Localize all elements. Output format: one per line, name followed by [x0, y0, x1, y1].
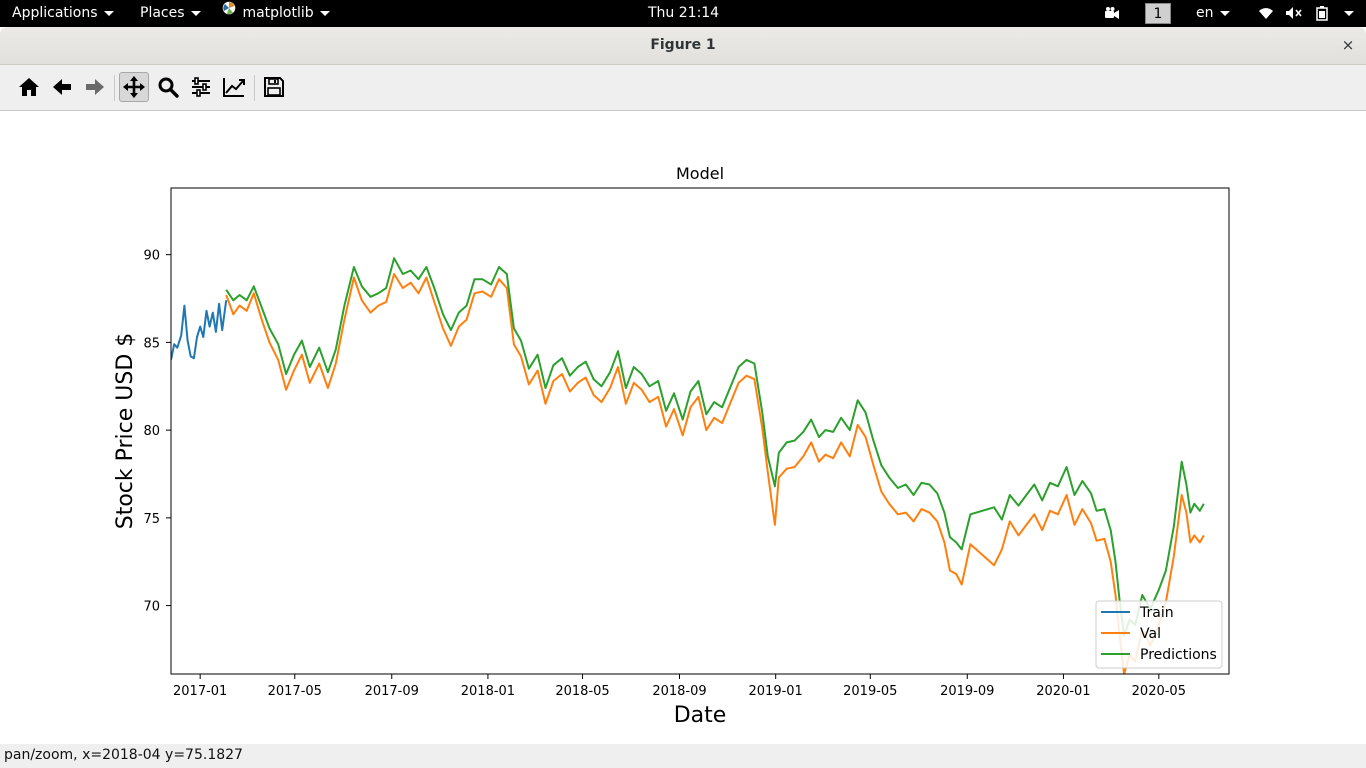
- matplotlib-app-icon: [222, 0, 236, 25]
- clock[interactable]: Thu 21:14: [648, 0, 719, 27]
- y-tick-label: 75: [143, 512, 160, 527]
- y-axis-label: Stock Price USD $: [113, 333, 138, 530]
- home-button[interactable]: [14, 72, 44, 102]
- x-tick-label: 2019-01: [749, 684, 803, 699]
- chart-title: Model: [676, 164, 724, 183]
- language-menu[interactable]: en: [1196, 0, 1230, 27]
- series-line-2: [225, 257, 1205, 637]
- home-icon: [19, 78, 39, 96]
- clock-label: Thu 21:14: [648, 5, 720, 21]
- series-line-1: [225, 273, 1205, 674]
- edit-axes-icon: [223, 78, 245, 97]
- chevron-down-icon: [1219, 10, 1230, 16]
- x-tick-label: 2017-05: [268, 684, 322, 699]
- workspace-indicator[interactable]: 1: [1145, 3, 1171, 24]
- forward-icon: [86, 79, 104, 95]
- app-menu[interactable]: matplotlib: [222, 0, 330, 27]
- x-tick-label: 2018-01: [461, 684, 515, 699]
- status-bar: pan/zoom, x=2018-04 y=75.1827: [0, 744, 1366, 768]
- applications-label: Applications: [12, 5, 98, 21]
- forward-button[interactable]: [80, 72, 110, 102]
- back-button[interactable]: [47, 72, 77, 102]
- wifi-icon[interactable]: [1258, 0, 1274, 27]
- battery-icon[interactable]: [1314, 0, 1330, 27]
- system-menu[interactable]: [1338, 0, 1354, 27]
- window-titlebar: Figure 1 ×: [0, 27, 1366, 65]
- x-tick-label: 2019-05: [843, 684, 897, 699]
- chevron-down-icon: [1344, 10, 1354, 16]
- x-tick-label: 2017-09: [365, 684, 419, 699]
- y-tick-label: 90: [143, 249, 160, 264]
- screencast-icon[interactable]: [1104, 0, 1120, 27]
- chart[interactable]: Model 2017-01 2017-05 2017-09 2018-01 2018-0…: [0, 111, 1366, 744]
- plot-series: [171, 257, 1205, 674]
- top-panel: Applications Places matplotlib Thu 21:14…: [0, 0, 1366, 27]
- volume-muted-icon[interactable]: [1285, 0, 1303, 27]
- y-tick-label: 85: [143, 336, 160, 351]
- back-icon: [53, 79, 71, 95]
- x-axis-label: Date: [674, 703, 727, 728]
- x-axis-ticks: 2017-01 2017-05 2017-09 2018-01 2018-05 2018-…: [173, 674, 1186, 699]
- pan-button[interactable]: [119, 72, 149, 102]
- workspace-number: 1: [1153, 6, 1163, 22]
- places-menu[interactable]: Places: [140, 0, 201, 27]
- legend-label: Val: [1140, 626, 1161, 642]
- app-menu-label: matplotlib: [242, 5, 314, 21]
- places-label: Places: [140, 5, 185, 21]
- x-tick-label: 2018-09: [652, 684, 706, 699]
- navigation-toolbar: [0, 65, 1366, 111]
- y-axis-ticks: 70 75 80 85 90: [143, 249, 171, 615]
- x-tick-label: 2020-05: [1132, 684, 1186, 699]
- window-title: Figure 1: [650, 37, 716, 53]
- chevron-down-icon: [190, 10, 201, 16]
- chevron-down-icon: [103, 10, 114, 16]
- x-tick-label: 2020-01: [1036, 684, 1090, 699]
- pan-icon: [123, 76, 145, 98]
- subplots-button[interactable]: [186, 72, 216, 102]
- save-icon: [264, 77, 284, 97]
- zoom-button[interactable]: [153, 72, 183, 102]
- chevron-down-icon: [319, 10, 330, 16]
- edit-axes-button[interactable]: [219, 72, 249, 102]
- x-tick-label: 2019-09: [940, 684, 994, 699]
- toolbar-separator: [254, 75, 255, 101]
- language-label: en: [1196, 5, 1214, 21]
- y-tick-label: 70: [143, 600, 160, 615]
- status-text: pan/zoom, x=2018-04 y=75.1827: [4, 747, 243, 763]
- x-tick-label: 2017-01: [173, 684, 227, 699]
- toolbar-separator: [114, 75, 115, 101]
- series-line-0: [171, 300, 228, 361]
- applications-menu[interactable]: Applications: [12, 0, 114, 27]
- close-button[interactable]: ×: [1341, 36, 1355, 54]
- legend-label: Predictions: [1140, 647, 1217, 663]
- chart-legend: Train Val Predictions: [1095, 600, 1223, 669]
- figure-canvas[interactable]: Model 2017-01 2017-05 2017-09 2018-01 2018-0…: [0, 111, 1366, 744]
- subplots-icon: [192, 77, 210, 97]
- plot-frame: [170, 187, 1230, 675]
- legend-box: [1095, 600, 1223, 669]
- legend-label: Train: [1139, 605, 1174, 621]
- x-tick-label: 2018-05: [555, 684, 609, 699]
- zoom-icon: [158, 77, 179, 98]
- save-button[interactable]: [259, 72, 289, 102]
- y-tick-label: 80: [143, 424, 160, 439]
